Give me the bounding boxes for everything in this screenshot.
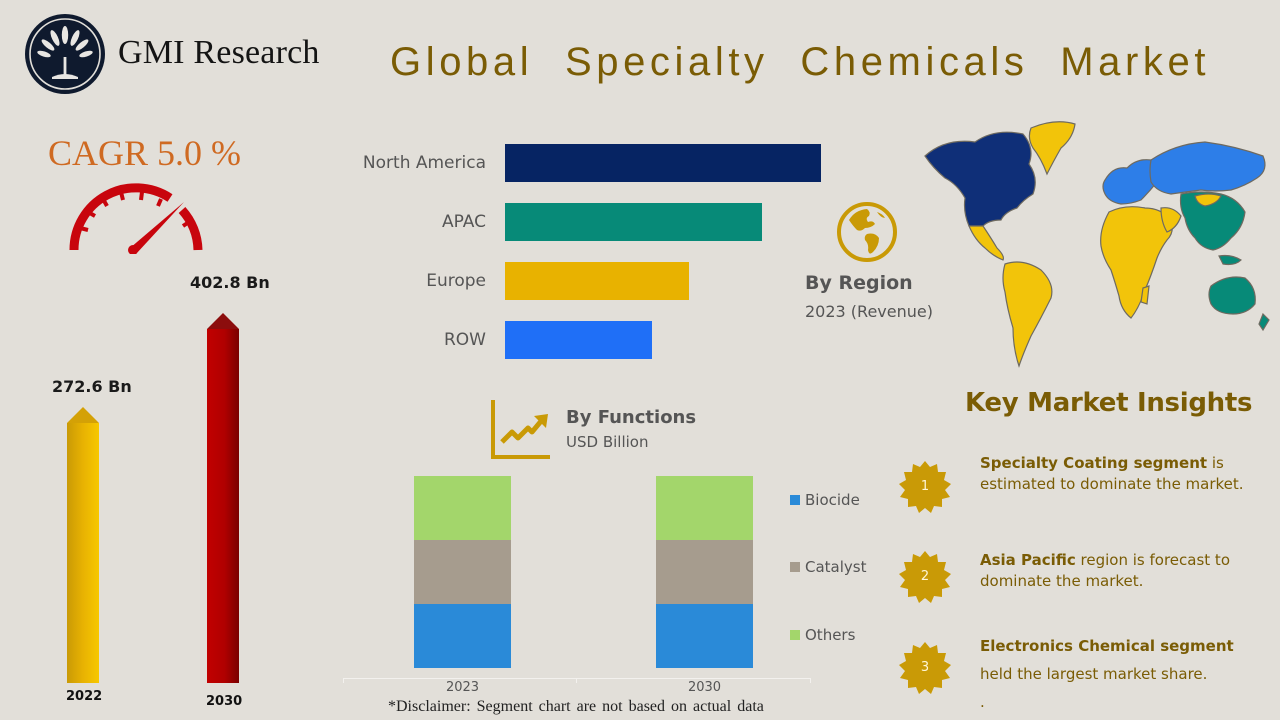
region-label: ROW <box>443 330 486 350</box>
world-map-icon <box>924 121 1270 368</box>
stack-column-2030 <box>656 476 753 668</box>
legend-swatch <box>790 495 800 505</box>
value-label-2030: 402.8 Bn <box>190 273 270 292</box>
arrow-bar-2030 <box>207 313 239 683</box>
insight-text: Electronics Chemical segment held the lar… <box>980 637 1234 711</box>
segment-catalyst <box>656 540 753 604</box>
stack-column-2023 <box>414 476 511 668</box>
segment-catalyst <box>414 540 511 604</box>
region-row: Europe <box>340 262 840 300</box>
axis-tick <box>810 678 811 683</box>
brand-name: GMI Research <box>118 34 320 71</box>
badge-star-icon <box>899 551 951 603</box>
by-functions-title: By Functions <box>566 407 697 428</box>
axis-tick <box>343 678 344 683</box>
insights-title: Key Market Insights <box>965 388 1253 418</box>
x-tick-2030: 2030 <box>687 680 722 695</box>
cagr-label: CAGR 5.0 % <box>48 133 242 173</box>
segment-others <box>656 476 753 540</box>
insight-text: Specialty Coating segment is estimated t… <box>980 454 1244 493</box>
region-bar <box>505 262 689 300</box>
functions-stacked-chart: 2023 2030 Biocide Catalyst Others <box>340 475 880 705</box>
badge-number: 3 <box>920 660 930 675</box>
x-tick-2023: 2023 <box>445 680 480 695</box>
segment-biocide <box>656 604 753 668</box>
badge-star-icon <box>899 642 951 694</box>
year-label-2022: 2022 <box>66 689 103 704</box>
year-label-2030: 2030 <box>206 694 243 709</box>
axis-tick <box>576 678 577 683</box>
region-bar <box>505 203 762 241</box>
legend-swatch <box>790 630 800 640</box>
arrow-bar-2022 <box>67 407 99 683</box>
badge-number: 2 <box>920 569 930 584</box>
page-title: Global Specialty Chemicals Market <box>390 40 1211 84</box>
disclaimer: *Disclaimer: Segment chart are not based… <box>388 698 764 715</box>
region-bar <box>505 144 821 182</box>
x-axis <box>343 678 811 679</box>
legend-catalyst: Catalyst <box>790 558 866 576</box>
by-region-title: By Region <box>805 272 913 294</box>
region-row: APAC <box>340 203 840 241</box>
region-label: Europe <box>426 271 486 291</box>
region-bar <box>505 321 652 359</box>
globe-icon <box>837 202 897 262</box>
badge-star-icon <box>899 461 951 513</box>
region-row: ROW <box>340 321 840 359</box>
region-label: North America <box>362 153 486 173</box>
by-region-subtitle: 2023 (Revenue) <box>805 302 933 321</box>
badge-number: 1 <box>920 479 930 494</box>
region-label: APAC <box>442 212 486 232</box>
segment-others <box>414 476 511 540</box>
by-functions-subtitle: USD Billion <box>566 433 649 451</box>
value-label-2022: 272.6 Bn <box>52 377 132 396</box>
region-row: North America <box>340 144 840 182</box>
insight-text: Asia Pacific region is forecast to domin… <box>980 551 1230 590</box>
segment-biocide <box>414 604 511 668</box>
legend-others: Others <box>790 626 855 644</box>
legend-biocide: Biocide <box>790 491 860 509</box>
speedometer-icon <box>69 183 203 254</box>
legend-swatch <box>790 562 800 572</box>
region-bar-chart: North America APAC Europe ROW <box>340 140 840 370</box>
trend-chart-icon <box>491 400 550 459</box>
gmi-logo-icon <box>25 14 105 94</box>
